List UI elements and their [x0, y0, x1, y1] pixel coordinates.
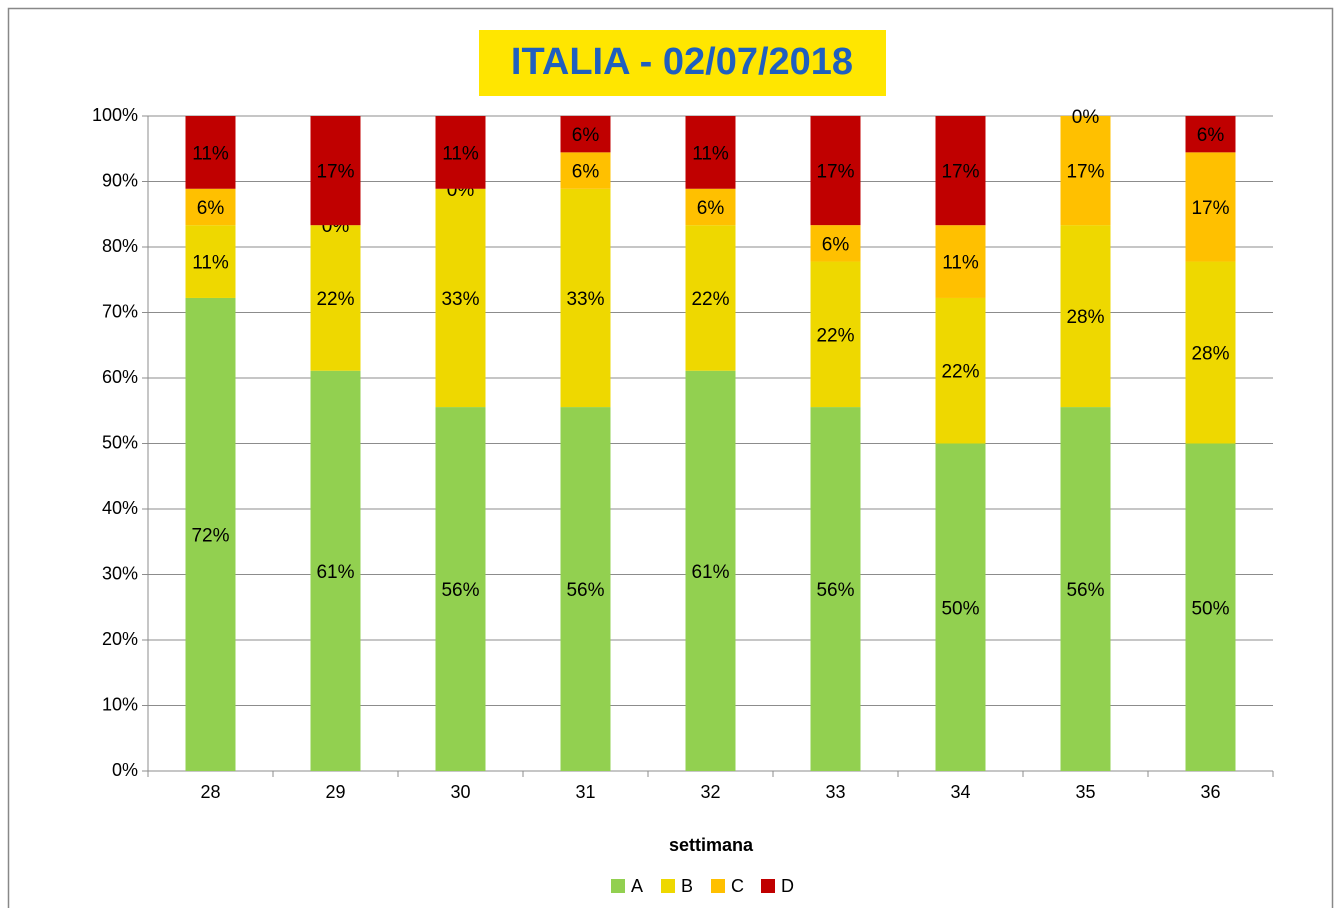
data-label: 22%	[941, 362, 979, 383]
bar-segment	[1060, 225, 1111, 408]
data-label: 17%	[1191, 198, 1229, 219]
y-tick-label: 80%	[102, 236, 138, 256]
bar-segment	[435, 116, 486, 189]
bar-segment	[685, 370, 736, 771]
chart-title: ITALIA - 02/07/2018	[511, 41, 853, 83]
bar-segment	[935, 225, 986, 298]
bar-segment	[435, 407, 486, 771]
bar-segment	[685, 116, 736, 189]
bar-segment	[685, 225, 736, 371]
bar-segment	[810, 115, 861, 226]
data-label: 33%	[441, 289, 479, 310]
bar-segment	[560, 407, 611, 771]
bar-segment	[1185, 443, 1236, 771]
bar-segment	[935, 116, 986, 226]
x-tick-label: 33	[825, 782, 845, 802]
data-label: 17%	[316, 162, 354, 183]
y-tick-label: 70%	[102, 301, 138, 321]
data-label: 56%	[441, 580, 479, 601]
data-label: 11%	[192, 253, 229, 274]
data-label: 33%	[566, 289, 604, 310]
y-tick-label: 60%	[102, 367, 138, 387]
data-label: 50%	[941, 598, 979, 619]
x-tick-label: 36	[1200, 782, 1220, 802]
bar-segment	[935, 443, 986, 771]
bar-segment	[310, 370, 361, 771]
x-tick-label: 35	[1075, 782, 1095, 802]
data-label: 28%	[1191, 344, 1229, 365]
bar-segment	[685, 188, 736, 226]
bar-segment	[810, 225, 861, 262]
data-label: 56%	[1066, 580, 1104, 601]
data-label: 0%	[1072, 107, 1100, 128]
legend-label: B	[681, 876, 693, 896]
bar-segment	[560, 188, 611, 408]
data-label: 6%	[572, 162, 600, 183]
data-label: 6%	[697, 198, 725, 219]
legend-swatch	[661, 879, 675, 893]
data-label: 17%	[941, 162, 979, 183]
data-label: 11%	[942, 253, 979, 274]
legend-swatch	[711, 879, 725, 893]
bar-segment	[560, 152, 611, 189]
bar-segment	[185, 297, 236, 771]
bar-segment	[810, 261, 861, 408]
x-tick-label: 34	[950, 782, 970, 802]
data-label: 11%	[692, 143, 729, 164]
legend-label: A	[631, 876, 643, 896]
data-label: 56%	[566, 580, 604, 601]
y-tick-label: 90%	[102, 170, 138, 190]
legend-swatch	[761, 879, 775, 893]
y-tick-label: 40%	[102, 498, 138, 518]
data-label: 17%	[1066, 162, 1104, 183]
bar-segment	[435, 188, 486, 408]
data-label: 22%	[316, 289, 354, 310]
legend-label: C	[731, 876, 744, 896]
bar-segment	[185, 225, 236, 298]
data-label: 22%	[691, 289, 729, 310]
data-label: 6%	[822, 234, 850, 255]
bar-segment	[1185, 261, 1236, 444]
data-label: 28%	[1066, 307, 1104, 328]
data-label: 11%	[442, 143, 479, 164]
bar-segment	[185, 188, 236, 226]
title-box	[479, 30, 886, 96]
legend-label: D	[781, 876, 794, 896]
data-label: 61%	[691, 562, 729, 583]
data-label: 56%	[816, 580, 854, 601]
x-tick-label: 28	[200, 782, 220, 802]
legend-swatch	[611, 879, 625, 893]
bar-segment	[560, 115, 611, 153]
bar-segment	[935, 297, 986, 444]
data-label: 6%	[197, 198, 225, 219]
bar-segment	[1185, 152, 1236, 262]
bar-segment	[1060, 407, 1111, 771]
bar-segment	[1185, 115, 1236, 153]
bar-segment	[310, 116, 361, 226]
data-label: 17%	[816, 162, 854, 183]
y-tick-label: 20%	[102, 629, 138, 649]
data-label: 72%	[191, 525, 229, 546]
y-tick-label: 100%	[92, 105, 138, 125]
data-label: 50%	[1191, 598, 1229, 619]
data-label: 11%	[192, 143, 229, 164]
bar-segment	[310, 225, 361, 371]
bar-segment	[1060, 115, 1111, 226]
data-label: 6%	[1197, 125, 1225, 146]
data-label: 6%	[572, 125, 600, 146]
x-tick-label: 30	[450, 782, 470, 802]
x-tick-label: 29	[325, 782, 345, 802]
y-tick-label: 50%	[102, 432, 138, 452]
x-tick-label: 31	[575, 782, 595, 802]
y-tick-label: 0%	[112, 760, 138, 780]
x-tick-label: 32	[700, 782, 720, 802]
y-tick-label: 10%	[102, 694, 138, 714]
y-tick-label: 30%	[102, 563, 138, 583]
x-axis-label: settimana	[669, 835, 754, 855]
bar-segment	[810, 407, 861, 771]
bar-segment	[185, 116, 236, 189]
data-label: 61%	[316, 562, 354, 583]
data-label: 22%	[816, 325, 854, 346]
